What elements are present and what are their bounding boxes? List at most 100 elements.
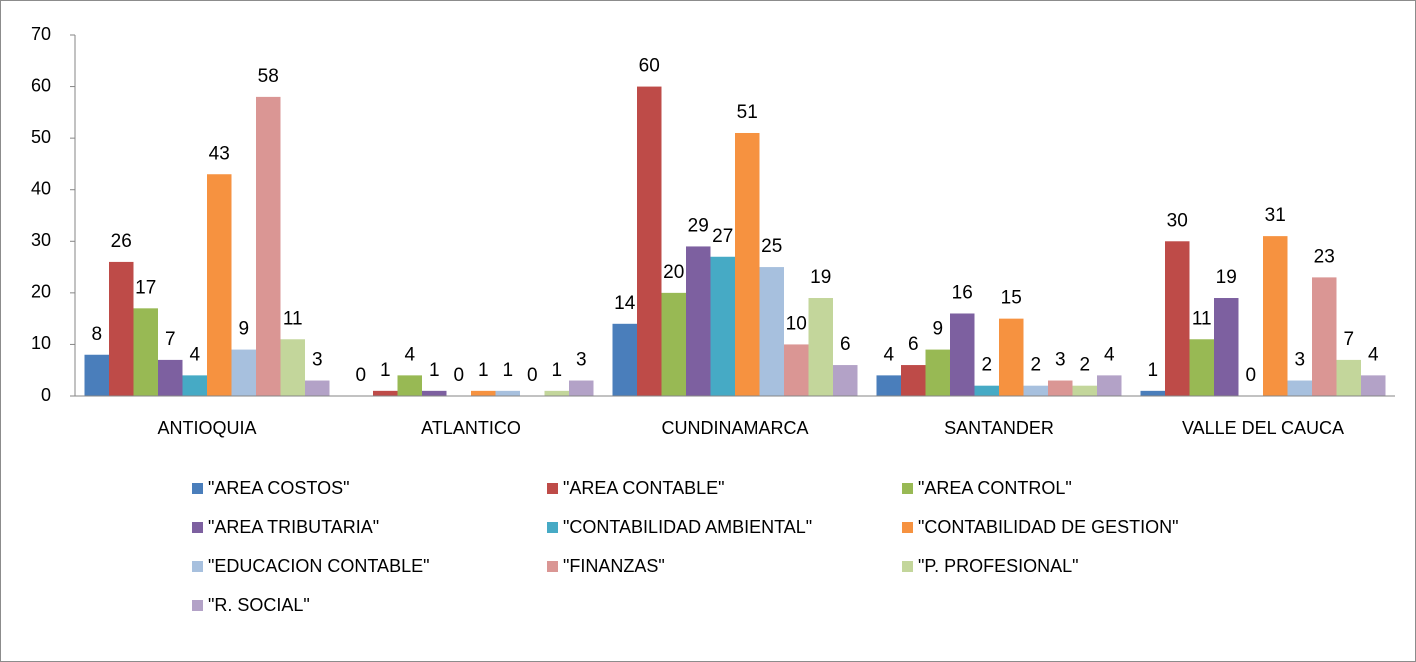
bar (84, 354, 109, 396)
data-label: 6 (908, 334, 919, 355)
bar (231, 349, 256, 396)
bar (833, 365, 858, 396)
data-label: 58 (258, 66, 279, 87)
bar (974, 385, 999, 396)
x-tick-label: CUNDINAMARCA (661, 418, 808, 438)
data-label: 0 (355, 365, 366, 386)
bar (1023, 385, 1048, 396)
legend-label: "CONTABILIDAD DE GESTION" (918, 517, 1178, 537)
legend-label: "CONTABILIDAD AMBIENTAL" (563, 517, 812, 537)
bar (305, 380, 330, 396)
data-label: 2 (1079, 355, 1090, 376)
data-label: 20 (663, 262, 684, 283)
bar (207, 174, 232, 396)
legend-swatch (902, 483, 913, 494)
legend-label: "P. PROFESIONAL" (918, 556, 1079, 576)
data-label: 7 (1343, 329, 1354, 350)
data-label: 0 (1245, 365, 1256, 386)
legend-swatch (547, 561, 558, 572)
data-label: 7 (165, 329, 176, 350)
y-tick-label: 20 (31, 282, 51, 302)
bar (544, 390, 569, 396)
data-label: 27 (712, 226, 733, 247)
bar (1097, 375, 1122, 396)
bar (133, 308, 158, 396)
bar (569, 380, 594, 396)
data-label: 4 (404, 344, 415, 365)
data-label: 15 (1001, 288, 1022, 309)
data-label: 4 (1368, 344, 1379, 365)
x-tick-label: SANTANDER (944, 418, 1054, 438)
data-label: 25 (761, 236, 782, 257)
data-label: 31 (1265, 205, 1286, 226)
bar (1214, 298, 1239, 396)
bar (1361, 375, 1386, 396)
data-label: 0 (527, 365, 538, 386)
data-label: 3 (576, 350, 587, 371)
legend-swatch (192, 561, 203, 572)
bar (109, 261, 134, 396)
bar (1072, 385, 1097, 396)
data-label: 2 (981, 355, 992, 376)
bar (1336, 359, 1361, 396)
bar (495, 390, 520, 396)
bar (950, 313, 975, 396)
data-label: 16 (952, 283, 973, 304)
bar (808, 298, 833, 396)
bar (280, 339, 305, 396)
bar (1287, 380, 1312, 396)
data-label: 1 (429, 360, 440, 381)
data-label: 3 (1055, 350, 1066, 371)
data-label: 1 (551, 360, 562, 381)
bar (661, 292, 686, 396)
y-tick-label: 60 (31, 75, 51, 95)
y-tick-label: 30 (31, 230, 51, 250)
bar (397, 375, 422, 396)
bar (158, 359, 183, 396)
data-label: 11 (1192, 308, 1212, 329)
data-label: 51 (737, 102, 758, 123)
bar (999, 318, 1024, 396)
data-label: 4 (1104, 344, 1115, 365)
y-tick-label: 10 (31, 333, 51, 353)
legend-swatch (192, 483, 203, 494)
data-label: 19 (810, 267, 831, 288)
bar (182, 375, 207, 396)
data-label: 1 (1147, 360, 1158, 381)
y-tick-label: 50 (31, 127, 51, 147)
legend-swatch (902, 561, 913, 572)
data-label: 4 (189, 344, 200, 365)
data-label: 26 (111, 231, 132, 252)
bar (1048, 380, 1073, 396)
bar (1189, 339, 1214, 396)
data-label: 43 (209, 143, 230, 164)
data-label: 1 (380, 360, 391, 381)
data-label: 30 (1167, 210, 1188, 231)
data-label: 60 (639, 56, 660, 77)
legend-label: "AREA COSTOS" (208, 478, 350, 498)
legend-label: "R. SOCIAL" (208, 595, 310, 615)
bar (876, 375, 901, 396)
bar (471, 390, 496, 396)
data-label: 29 (688, 215, 709, 236)
x-tick-label: ATLANTICO (421, 418, 521, 438)
data-label: 9 (238, 319, 249, 340)
data-label: 10 (786, 313, 807, 334)
legend-swatch (192, 600, 203, 611)
bar (710, 256, 735, 396)
bar (1140, 390, 1165, 396)
bar (735, 132, 760, 396)
bar (256, 96, 281, 396)
legend-swatch (192, 522, 203, 533)
legend-label: "AREA CONTABLE" (563, 478, 725, 498)
data-label: 17 (135, 277, 156, 298)
bar (1312, 277, 1337, 396)
data-label: 6 (840, 334, 851, 355)
x-tick-label: VALLE DEL CAUCA (1182, 418, 1344, 438)
data-label: 8 (91, 324, 102, 345)
data-label: 0 (453, 365, 464, 386)
data-label: 1 (478, 360, 489, 381)
bar (686, 246, 711, 396)
bar (1263, 236, 1288, 396)
